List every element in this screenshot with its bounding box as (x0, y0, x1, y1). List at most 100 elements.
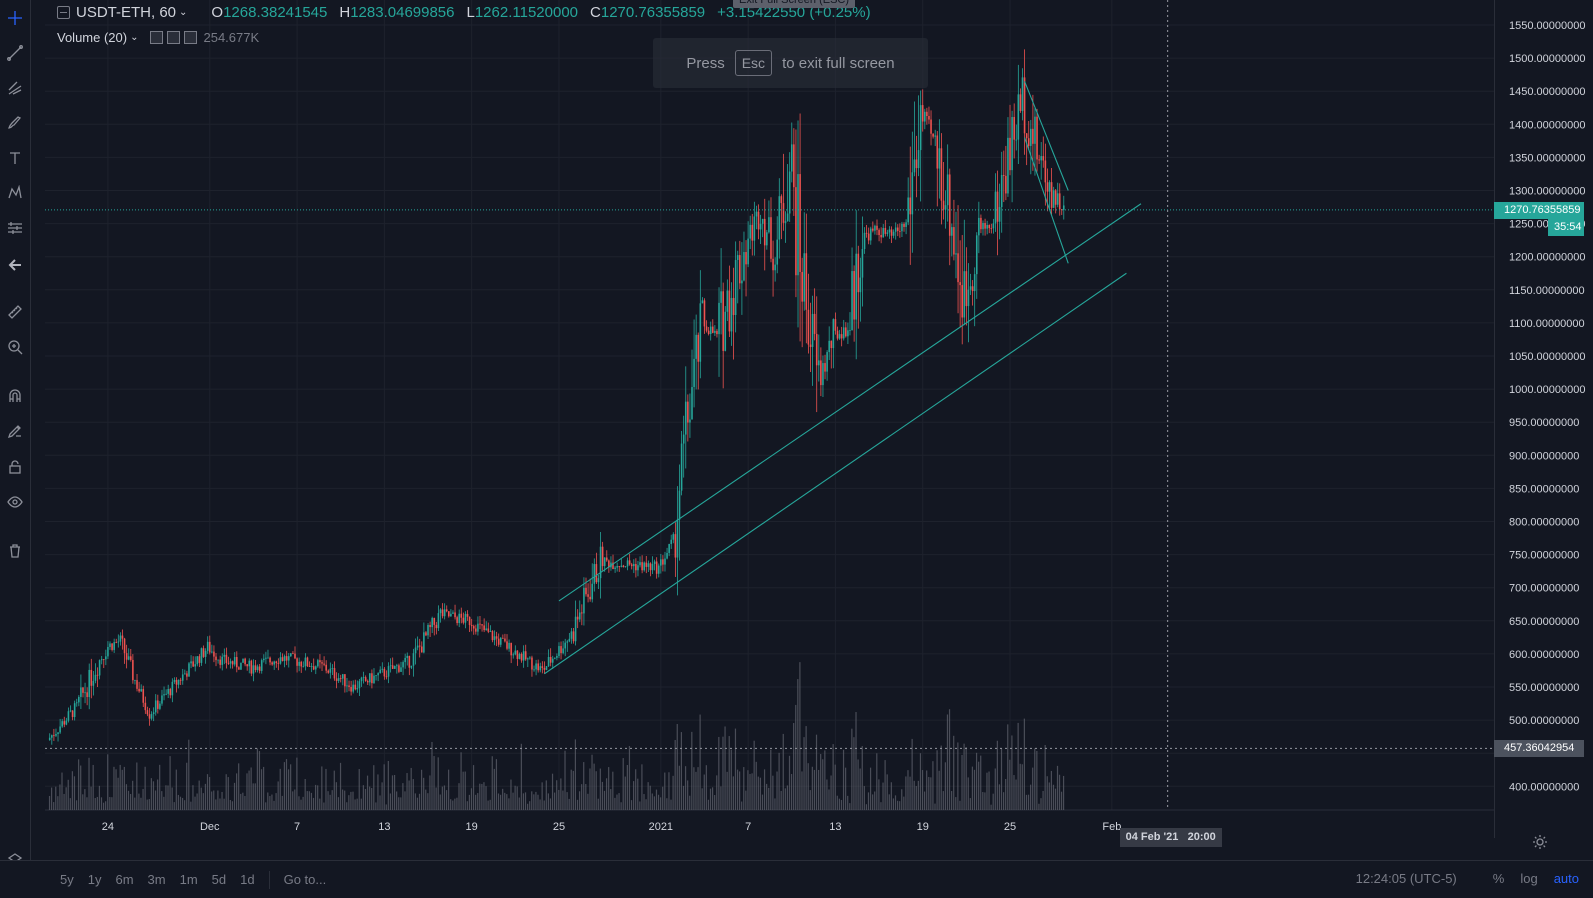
volume-bar (65, 787, 67, 810)
range-button-1y[interactable]: 1y (87, 872, 102, 887)
candle-body (676, 519, 679, 558)
candle-body (653, 561, 656, 565)
symbol-title[interactable]: USDT-ETH, 60 (76, 4, 177, 21)
volume-bar (425, 789, 427, 810)
volume-bar (693, 767, 695, 810)
crosshair-price-tag: 457.36042954 (1494, 740, 1584, 758)
candle-body (963, 271, 966, 318)
log-toggle[interactable]: log (1520, 871, 1538, 886)
volume-bar (651, 793, 653, 810)
candle-body (327, 670, 330, 673)
gear-icon[interactable] (167, 31, 181, 44)
back-arrow-icon[interactable] (5, 255, 25, 275)
volume-bar (358, 769, 360, 810)
candle-body (208, 641, 211, 653)
volume-bar (932, 761, 934, 810)
trend-line-icon[interactable] (5, 43, 25, 63)
volume-bar (1017, 722, 1019, 810)
candle-body (433, 617, 436, 625)
crosshair-date: 04 Feb '21 (1125, 831, 1179, 843)
volume-bar (225, 774, 227, 810)
goto-button[interactable]: Go to... (283, 872, 327, 887)
candle-body (188, 663, 190, 677)
chart-pane[interactable]: 24 Dec 7 13 19 25 2021 7 13 19 25 Feb (45, 0, 1494, 838)
candle-body (728, 290, 731, 332)
candle-body (684, 401, 687, 435)
volume-bar (157, 779, 159, 810)
candle-body (626, 560, 629, 567)
volume-bar (354, 799, 356, 810)
settings-icon[interactable] (150, 31, 164, 44)
volume-bar (269, 796, 271, 810)
pitchfork-icon[interactable] (5, 78, 25, 98)
candle-body (69, 710, 72, 712)
candle-body (485, 628, 488, 631)
volume-bar (1042, 790, 1044, 810)
volume-bar (709, 788, 712, 810)
volume-bar (668, 772, 670, 810)
trash-icon[interactable] (5, 541, 25, 561)
volume-bar (179, 796, 182, 810)
volume-bar (845, 767, 847, 810)
volume-bar (454, 798, 456, 810)
volume-bar (1009, 759, 1011, 810)
volume-bar (246, 773, 248, 810)
volume-title[interactable]: Volume (20) (57, 30, 128, 45)
eye-icon[interactable] (5, 492, 25, 512)
percent-toggle[interactable]: % (1492, 871, 1505, 886)
candle-body (335, 678, 338, 681)
zoom-icon[interactable] (5, 337, 25, 357)
magnet-icon[interactable] (5, 386, 25, 406)
range-button-3m[interactable]: 3m (147, 872, 166, 887)
volume-bar (749, 773, 751, 810)
candle-body (294, 653, 296, 659)
volume-bar (80, 765, 82, 810)
candle-body (190, 661, 192, 664)
range-button-1m[interactable]: 1m (179, 872, 198, 887)
text-icon[interactable] (5, 148, 25, 168)
stay-drawing-icon[interactable] (5, 421, 25, 441)
candle-body (535, 663, 537, 670)
volume-bar (92, 764, 94, 810)
range-button-5y[interactable]: 5y (60, 872, 74, 887)
volume-chevron-icon[interactable]: ⌄ (130, 32, 139, 43)
chart-settings-icon[interactable] (1532, 834, 1548, 850)
collapse-legend-icon[interactable] (57, 6, 70, 19)
candle-body (817, 360, 820, 366)
candle-body (975, 235, 978, 275)
candle-body (211, 651, 213, 653)
candle-body (458, 613, 461, 624)
volume-bar (61, 772, 63, 810)
volume-bar (678, 765, 680, 810)
volume-bar (84, 789, 86, 810)
brush-icon[interactable] (5, 113, 25, 133)
exit-fullscreen-hint[interactable]: Exit Full Screen (ESC) (733, 0, 855, 8)
price-axis[interactable]: 1550.00000000 1500.00000000 1450.00000000 1… (1494, 0, 1593, 838)
volume-bar (475, 794, 477, 810)
pattern-icon[interactable] (5, 183, 25, 203)
volume-bar (254, 783, 256, 810)
chevron-down-icon[interactable]: ⌄ (179, 7, 188, 18)
forecast-icon[interactable] (5, 218, 25, 238)
candle-body (171, 681, 174, 696)
volume-bar (896, 800, 899, 810)
price-chart[interactable]: 24 Dec 7 13 19 25 2021 7 13 19 25 Feb (45, 0, 1494, 838)
candle-body (437, 613, 440, 629)
range-button-6m[interactable]: 6m (115, 872, 134, 887)
candle-body (608, 560, 610, 568)
candle-body (169, 688, 172, 696)
candle-body (88, 669, 91, 698)
candle-body (1042, 156, 1045, 161)
crosshair-icon[interactable] (5, 8, 25, 28)
close-icon[interactable] (184, 31, 198, 44)
candle-body (410, 665, 413, 668)
candle-body (861, 248, 864, 278)
ruler-icon[interactable] (5, 302, 25, 322)
auto-toggle[interactable]: auto (1553, 871, 1579, 886)
lock-icon[interactable] (5, 457, 25, 477)
candle-body (456, 617, 458, 624)
volume-bar (165, 785, 167, 810)
candle-body (951, 227, 953, 236)
range-button-5d[interactable]: 5d (211, 872, 227, 887)
range-button-1d[interactable]: 1d (240, 872, 255, 887)
